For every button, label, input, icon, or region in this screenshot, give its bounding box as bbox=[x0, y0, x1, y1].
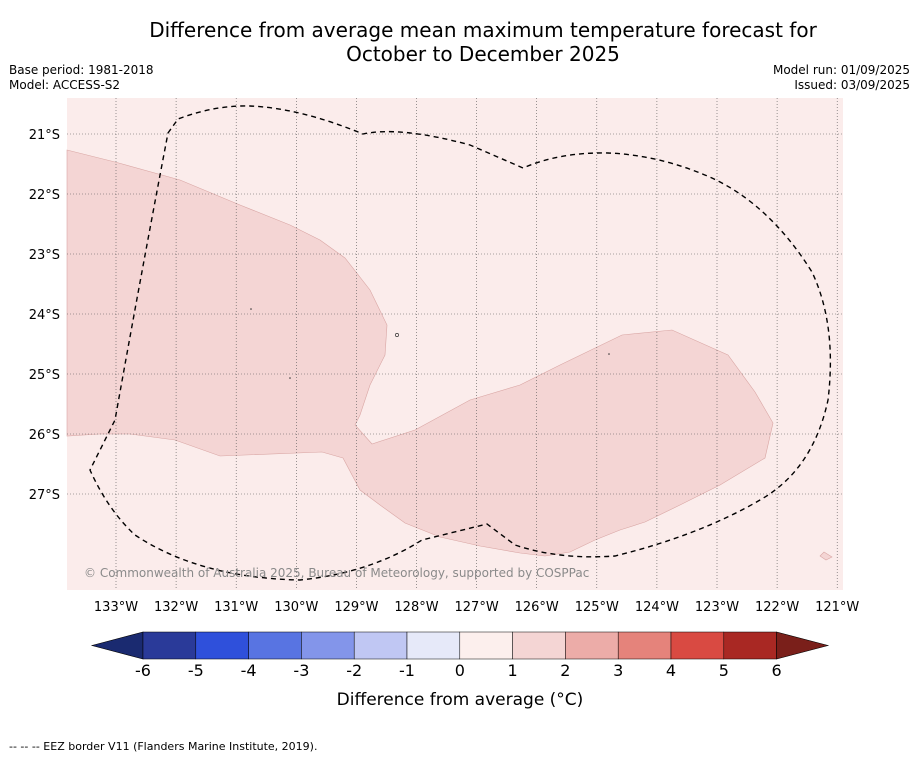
latitude-label: 26°S bbox=[29, 428, 60, 443]
colorbar-swatch bbox=[670, 631, 725, 660]
latitude-label: 24°S bbox=[29, 308, 60, 323]
base-period: Base period: 1981-2018 bbox=[9, 63, 154, 77]
latitude-label: 27°S bbox=[29, 488, 60, 503]
copyright-text: © Commonwealth of Australia 2025, Bureau… bbox=[84, 566, 589, 580]
colorbar-tick-label: 4 bbox=[666, 661, 676, 680]
colorbar-tick-label: -1 bbox=[399, 661, 415, 680]
longitude-label: 129°W bbox=[334, 600, 378, 615]
title-line-2: October to December 2025 bbox=[346, 42, 620, 66]
longitude-label: 127°W bbox=[455, 600, 499, 615]
longitude-label: 122°W bbox=[755, 600, 799, 615]
longitude-label: 123°W bbox=[695, 600, 739, 615]
colorbar-swatch bbox=[406, 631, 461, 660]
island-speck bbox=[250, 308, 252, 310]
anomaly-region-1-2-small bbox=[819, 551, 833, 561]
map-title: Difference from average mean maximum tem… bbox=[0, 18, 919, 66]
meta-left: Base period: 1981-2018 Model: ACCESS-S2 bbox=[9, 63, 154, 93]
footer-eez-credit: -- -- -- EEZ border V11 (Flanders Marine… bbox=[9, 740, 318, 753]
longitude-label: 128°W bbox=[394, 600, 438, 615]
colorbar-swatch bbox=[248, 631, 302, 660]
colorbar-tick-label: 1 bbox=[508, 661, 518, 680]
longitude-label: 125°W bbox=[575, 600, 619, 615]
colorbar-swatch bbox=[142, 631, 197, 660]
meta-right: Model run: 01/09/2025 Issued: 03/09/2025 bbox=[773, 63, 910, 93]
colorbar-tick-label: 6 bbox=[772, 661, 782, 680]
colorbar-tick-label: -5 bbox=[188, 661, 204, 680]
title-line-1: Difference from average mean maximum tem… bbox=[149, 18, 817, 42]
latitude-label: 22°S bbox=[29, 188, 60, 203]
longitude-label: 130°W bbox=[274, 600, 318, 615]
colorbar-swatch bbox=[459, 631, 513, 660]
colorbar bbox=[90, 631, 830, 660]
island-speck bbox=[608, 353, 610, 355]
longitude-label: 131°W bbox=[214, 600, 258, 615]
longitude-label: 124°W bbox=[635, 600, 679, 615]
island-speck bbox=[395, 333, 399, 337]
colorbar-swatch bbox=[723, 631, 777, 660]
colorbar-tick-label: 5 bbox=[719, 661, 729, 680]
colorbar-tick-label: -3 bbox=[293, 661, 309, 680]
colorbar-swatch bbox=[565, 631, 619, 660]
issued-date: Issued: 03/09/2025 bbox=[794, 78, 910, 92]
colorbar-over-arrow bbox=[776, 631, 830, 660]
colorbar-tick-label: -6 bbox=[135, 661, 151, 680]
longitude-label: 132°W bbox=[154, 600, 198, 615]
colorbar-under-arrow bbox=[90, 631, 144, 660]
colorbar-tick-label: 0 bbox=[455, 661, 465, 680]
colorbar-tick-label: -2 bbox=[346, 661, 362, 680]
model-name: Model: ACCESS-S2 bbox=[9, 78, 121, 92]
longitude-label: 121°W bbox=[815, 600, 859, 615]
colorbar-swatch bbox=[617, 631, 672, 660]
longitude-label: 133°W bbox=[94, 600, 138, 615]
latitude-label: 23°S bbox=[29, 248, 60, 263]
island-speck bbox=[289, 377, 291, 379]
latitude-label: 25°S bbox=[29, 368, 60, 383]
eez-border bbox=[89, 105, 832, 581]
anomaly-region-1-2 bbox=[66, 149, 774, 557]
colorbar-label: Difference from average (°C) bbox=[337, 690, 584, 710]
longitude-label: 126°W bbox=[515, 600, 559, 615]
colorbar-tick-label: 2 bbox=[560, 661, 570, 680]
latitude-label: 21°S bbox=[29, 128, 60, 143]
colorbar-swatch bbox=[195, 631, 249, 660]
colorbar-tick-label: -4 bbox=[241, 661, 257, 680]
colorbar-swatch bbox=[353, 631, 408, 660]
model-run: Model run: 01/09/2025 bbox=[772, 63, 910, 77]
colorbar-swatch bbox=[301, 631, 355, 660]
colorbar-swatch bbox=[512, 631, 566, 660]
colorbar-tick-label: 3 bbox=[613, 661, 623, 680]
